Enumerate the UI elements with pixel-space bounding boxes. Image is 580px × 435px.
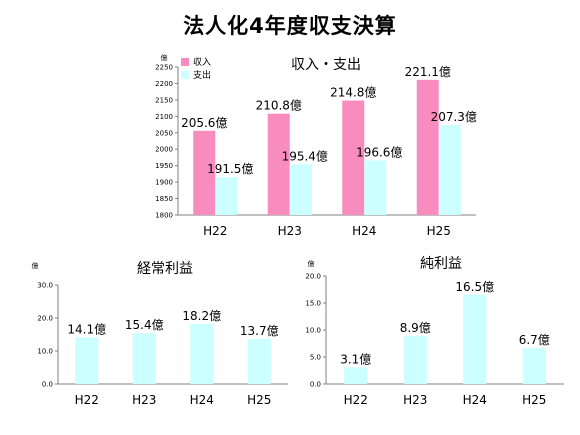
data-label: 14.1億 (67, 322, 106, 336)
data-label: 18.2億 (182, 309, 221, 323)
y-tick-label: 2050 (155, 129, 173, 137)
y-tick-label: 5.0 (310, 354, 321, 362)
y-tick-label: 1850 (155, 195, 173, 203)
y-tick-label: 1800 (155, 212, 173, 220)
page-title: 法人化4年度収支決算 (183, 14, 397, 38)
bar (403, 335, 427, 384)
data-label: 8.9億 (400, 321, 431, 335)
chart-title: 純利益 (420, 256, 462, 272)
net-profit-chart: 純利益 億 0.0 5.0 10.0 15.0 20.0 3.1億 H22 8.9億 H23 16.5… (298, 253, 570, 430)
data-label: 16.5億 (455, 280, 494, 294)
data-label: 13.7億 (240, 324, 279, 338)
data-label: 207.3億 (431, 110, 477, 124)
y-tick-label: 1900 (155, 179, 173, 187)
x-tick-label: H24 (190, 393, 214, 407)
y-tick-label: 20.0 (37, 315, 53, 323)
data-label: 191.5億 (207, 162, 253, 176)
x-tick-label: H23 (132, 393, 156, 407)
x-tick-label: H25 (247, 393, 271, 407)
bar (132, 333, 156, 384)
data-label: 6.7億 (519, 333, 550, 347)
data-label: 3.1億 (340, 352, 371, 366)
x-tick-label: H25 (427, 224, 451, 238)
y-tick-label: 15.0 (305, 300, 321, 308)
bar (438, 125, 461, 215)
bar (267, 113, 290, 215)
y-tick-label: 2200 (155, 80, 173, 88)
data-label: 210.8億 (256, 99, 302, 113)
data-label: 15.4億 (125, 318, 164, 332)
chart-title: 収入・支出 (291, 57, 361, 73)
ordinary-profit-svg: 経常利益 億 0.0 10.0 20.0 30.0 14.1億 H22 15.4億 H23 18.2… (32, 261, 288, 407)
data-label: 196.6億 (356, 145, 402, 159)
income-expense-svg: 収入・支出 億 1800 1850 1900 1950 2000 2050 2100 2150 22… (155, 53, 477, 238)
y-unit-label: 億 (308, 259, 315, 268)
x-tick-label: H23 (278, 224, 302, 238)
data-label: 221.1億 (405, 65, 451, 79)
data-label: 214.8億 (330, 86, 376, 100)
ordinary-profit-chart: 経常利益 億 0.0 10.0 20.0 30.0 14.1億 H22 15.4億 H23 18.2… (22, 253, 294, 430)
bar (364, 160, 387, 215)
data-label: 195.4億 (282, 149, 328, 163)
x-tick-label: H22 (203, 224, 227, 238)
x-tick-label: H22 (344, 393, 368, 407)
legend-label: 支出 (193, 69, 211, 81)
bar (75, 337, 99, 384)
y-tick-label: 20.0 (305, 273, 321, 281)
y-tick-label: 0.0 (310, 381, 321, 389)
y-unit-label: 億 (161, 53, 168, 62)
bar (342, 100, 365, 215)
net-profit-svg: 純利益 億 0.0 5.0 10.0 15.0 20.0 3.1億 H22 8.9億 H23 16.5… (305, 256, 564, 407)
y-tick-label: 30.0 (37, 282, 53, 290)
y-tick-label: 2250 (155, 64, 173, 72)
legend-swatch (181, 71, 189, 79)
legend-swatch (181, 58, 189, 66)
x-tick-label: H25 (522, 393, 546, 407)
y-tick-label: 10.0 (37, 348, 53, 356)
bar (247, 338, 271, 384)
y-tick-label: 2150 (155, 96, 173, 104)
bar (190, 323, 214, 384)
x-tick-label: H23 (403, 393, 427, 407)
y-tick-label: 0.0 (42, 381, 53, 389)
data-label: 205.6億 (181, 116, 227, 130)
bar (344, 367, 368, 384)
y-tick-label: 10.0 (305, 327, 321, 335)
bar (522, 347, 546, 384)
y-tick-label: 2000 (155, 146, 173, 154)
chart-title: 経常利益 (137, 261, 193, 277)
y-tick-label: 1950 (155, 162, 173, 170)
legend-label: 収入 (193, 56, 211, 68)
income-expense-chart: 収入・支出 億 1800 1850 1900 1950 2000 2050 2100 2150 22… (145, 46, 482, 248)
x-tick-label: H22 (75, 393, 99, 407)
y-tick-label: 2100 (155, 113, 173, 121)
bar (463, 294, 487, 384)
x-tick-label: H24 (352, 224, 376, 238)
x-tick-label: H24 (463, 393, 487, 407)
bar (416, 79, 439, 216)
y-unit-label: 億 (32, 261, 39, 270)
bar (289, 164, 312, 215)
bar (193, 130, 216, 215)
bar (215, 177, 238, 215)
